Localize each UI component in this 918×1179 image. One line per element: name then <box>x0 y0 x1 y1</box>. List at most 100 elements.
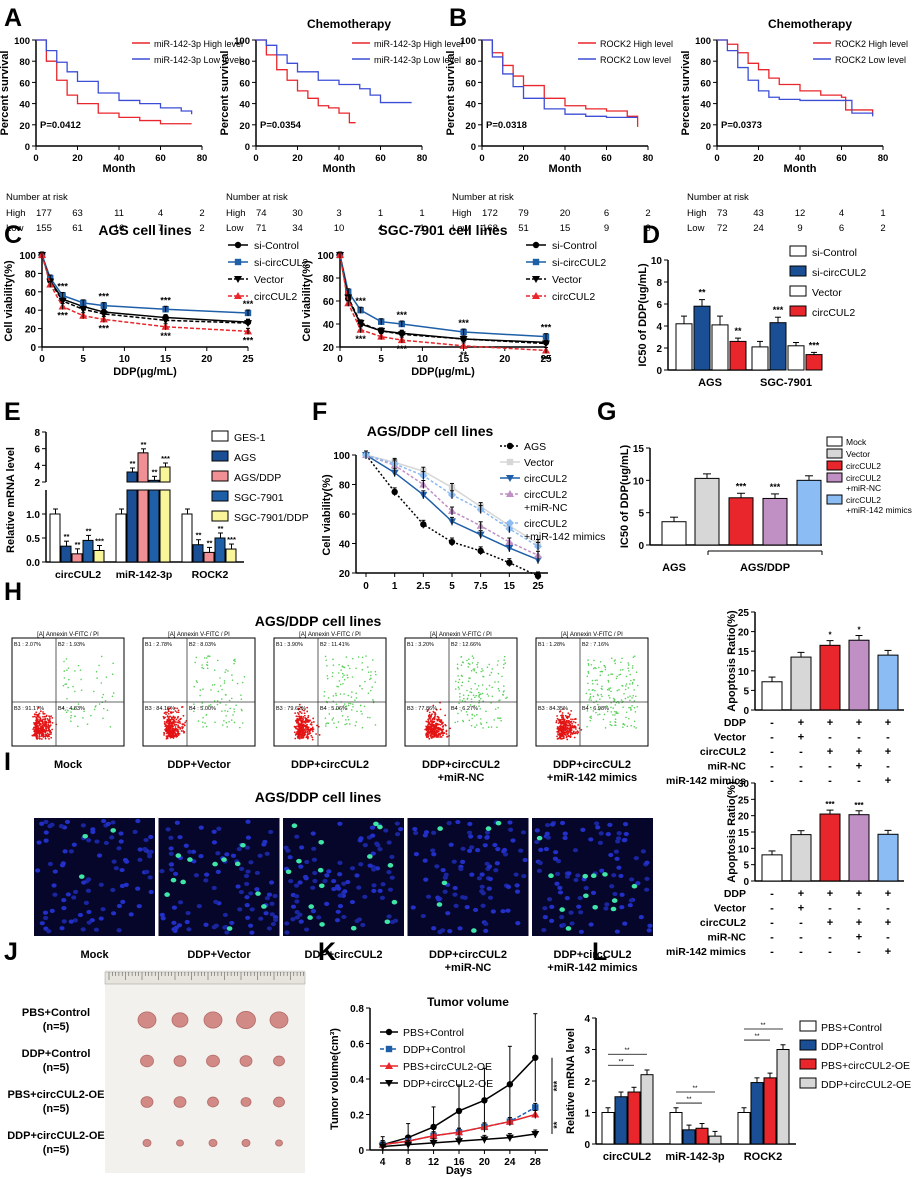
flow-event <box>459 696 461 698</box>
flow-event <box>437 718 440 721</box>
flow-event <box>43 718 46 721</box>
nucleus <box>614 856 620 861</box>
y-tick-label: 80 <box>465 57 476 68</box>
flow-event <box>90 714 92 717</box>
category-label: ROCK2 <box>744 1151 783 1163</box>
legend-marker <box>234 292 242 299</box>
flow-event <box>589 716 591 719</box>
flow-event <box>303 732 306 735</box>
nucleus <box>431 852 437 857</box>
panel-letter-D: D <box>642 221 660 249</box>
flow-event <box>504 662 507 664</box>
flow-event <box>429 715 432 718</box>
legend-label: circCUL2 <box>846 495 881 505</box>
flow-event <box>444 714 447 717</box>
flow-event <box>466 659 468 662</box>
y-tick-label: 3 <box>584 1046 590 1057</box>
nucleus <box>101 818 107 824</box>
y-axis-label: Apoptosis Ratio(%) <box>726 610 738 712</box>
flow-event <box>476 688 478 690</box>
flow-event <box>172 727 175 730</box>
flow-event <box>606 688 609 691</box>
flow-event <box>39 710 42 713</box>
flow-event <box>456 663 459 666</box>
category-label: circCUL2 <box>55 569 101 581</box>
flow-event <box>442 724 445 727</box>
flow-event <box>619 673 622 676</box>
flow-event <box>631 683 634 685</box>
nucleus <box>324 873 330 878</box>
flow-event <box>564 714 567 717</box>
nucleus <box>544 831 550 836</box>
risk-value: 168 <box>482 223 498 234</box>
condition-sign: + <box>885 946 891 958</box>
nucleus <box>244 881 250 887</box>
flow-event <box>591 682 594 685</box>
flow-plot-frame <box>535 637 649 747</box>
nucleus <box>68 849 74 854</box>
x-tick-label: 20 <box>499 354 511 365</box>
category-label: AGS <box>698 377 722 389</box>
nucleus <box>230 853 237 858</box>
flow-event <box>318 734 321 736</box>
tunel-positive-cell <box>318 883 325 889</box>
tumor-specimen <box>137 1011 157 1029</box>
flow-event <box>490 671 493 674</box>
flow-event <box>233 708 235 710</box>
flow-event <box>350 696 353 698</box>
flow-event <box>559 728 562 730</box>
legend-label: ROCK2 Low level <box>600 55 671 65</box>
flow-event <box>335 708 338 710</box>
nucleus <box>362 894 368 899</box>
nucleus <box>148 834 154 840</box>
flow-event <box>469 691 471 693</box>
flow-event <box>300 715 303 718</box>
flow-event <box>163 722 166 725</box>
flow-event <box>40 731 43 734</box>
sample-caption: DDP+circCUL2 <box>291 759 369 771</box>
panel-letter-C: C <box>4 221 22 249</box>
nucleus <box>644 887 650 892</box>
nucleus <box>345 879 351 885</box>
nucleus <box>518 848 524 853</box>
nucleus <box>326 869 332 874</box>
nucleus <box>120 899 126 904</box>
flow-event <box>214 721 216 723</box>
flow-event <box>478 705 480 708</box>
nucleus <box>575 873 581 878</box>
flow-event <box>312 717 315 720</box>
flow-event <box>614 718 617 721</box>
x-tick-label: 28 <box>530 1157 542 1168</box>
flow-event <box>557 722 560 725</box>
nucleus <box>542 906 548 911</box>
legend-marker <box>506 442 514 450</box>
x-tick-label: 60 <box>375 153 386 164</box>
nucleus <box>86 838 92 843</box>
flow-event <box>434 724 437 727</box>
flow-event <box>487 726 490 728</box>
flow-event <box>311 726 314 729</box>
y-axis-label: Cell viability(%) <box>3 260 15 342</box>
risk-value: 11 <box>114 208 124 219</box>
flow-event <box>294 737 297 740</box>
nucleus <box>187 849 193 854</box>
legend-swatch <box>789 305 807 317</box>
flow-event <box>482 670 484 672</box>
flow-event <box>178 726 181 729</box>
flow-event <box>610 673 612 676</box>
km-curve <box>256 39 412 104</box>
sample-caption: DDP+circCUL2 <box>429 949 507 961</box>
flow-event <box>323 690 326 693</box>
flow-event <box>228 699 231 702</box>
flow-event <box>64 709 67 711</box>
flow-event <box>432 726 435 729</box>
flow-event <box>327 722 330 725</box>
y-tick-label: 30 <box>738 779 750 790</box>
nucleus <box>100 907 106 912</box>
nucleus <box>263 911 269 916</box>
nucleus <box>386 840 392 845</box>
nucleus <box>623 831 629 837</box>
flow-event <box>501 675 503 678</box>
y-axis-label: Tumor volume(cm³) <box>329 1028 341 1130</box>
y-tick-label: 100 <box>317 251 334 262</box>
